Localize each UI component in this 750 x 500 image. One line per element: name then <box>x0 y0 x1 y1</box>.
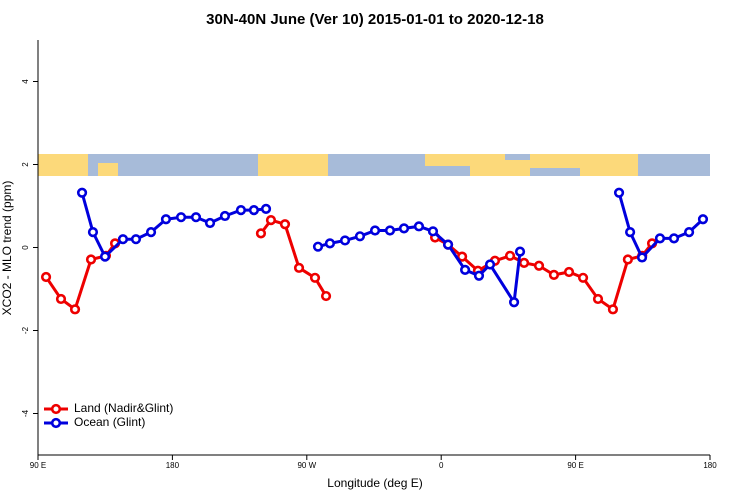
x-tick-label: 0 <box>439 461 444 470</box>
point <box>622 254 633 265</box>
point <box>636 252 648 263</box>
y-tick-label: 0 <box>21 245 30 250</box>
point <box>484 259 496 270</box>
point <box>548 269 560 280</box>
point <box>457 251 468 262</box>
point <box>145 227 157 238</box>
point <box>427 226 439 237</box>
chart-title: 30N-40N June (Ver 10) 2015-01-01 to 2020… <box>206 11 544 28</box>
point <box>518 257 530 268</box>
point <box>175 212 187 223</box>
point <box>260 203 272 215</box>
point <box>577 272 589 283</box>
point <box>697 214 709 225</box>
x-tick-label: 180 <box>166 461 180 470</box>
y-tick-label: -2 <box>21 326 30 334</box>
point <box>55 293 67 305</box>
point <box>40 271 52 283</box>
point <box>324 238 336 249</box>
point <box>398 223 410 234</box>
point <box>369 225 381 236</box>
y-axis-label: XCO2 - MLO trend (ppm) <box>0 181 14 316</box>
series-line <box>44 218 654 312</box>
point <box>99 251 111 262</box>
point <box>442 239 454 250</box>
point <box>160 214 172 225</box>
x-tick-label: 90 W <box>297 461 316 470</box>
point <box>117 234 129 245</box>
point <box>320 290 332 302</box>
point <box>683 227 695 238</box>
point <box>255 228 267 239</box>
point <box>235 205 247 216</box>
point <box>279 219 291 230</box>
point <box>69 304 81 315</box>
point <box>459 264 471 276</box>
point <box>668 233 680 244</box>
point <box>533 260 545 271</box>
point <box>354 231 366 242</box>
point <box>190 212 202 223</box>
point <box>76 187 88 198</box>
x-tick-label: 180 <box>703 461 717 470</box>
point <box>607 304 619 315</box>
point <box>312 241 324 252</box>
point <box>563 266 575 278</box>
legend-label: Ocean (Glint) <box>74 415 145 429</box>
point <box>293 262 305 273</box>
legend-marker <box>50 403 62 415</box>
point <box>625 227 636 238</box>
legend-marker <box>50 417 62 429</box>
point <box>654 233 666 244</box>
point <box>204 217 216 229</box>
y-tick-label: 2 <box>21 162 30 167</box>
point <box>413 221 425 232</box>
series-line <box>80 192 705 307</box>
y-tick-label: -4 <box>21 409 30 417</box>
x-tick-label: 90 E <box>30 461 46 470</box>
point <box>504 250 516 261</box>
point <box>309 272 321 283</box>
point <box>87 227 99 238</box>
y-tick-label: 4 <box>21 79 30 84</box>
point <box>248 205 260 216</box>
point <box>592 293 604 305</box>
x-tick-label: 90 E <box>567 461 583 470</box>
point <box>514 246 526 257</box>
point <box>508 297 520 308</box>
legend-label: Land (Nadir&Glint) <box>74 401 173 415</box>
x-axis-label: Longitude (deg E) <box>327 476 422 490</box>
point <box>130 234 142 245</box>
point <box>473 270 485 281</box>
point <box>265 215 277 226</box>
point <box>613 187 625 198</box>
point <box>384 225 396 236</box>
map-strip <box>38 154 710 176</box>
point <box>85 254 97 265</box>
point <box>219 210 231 222</box>
point <box>339 235 351 246</box>
